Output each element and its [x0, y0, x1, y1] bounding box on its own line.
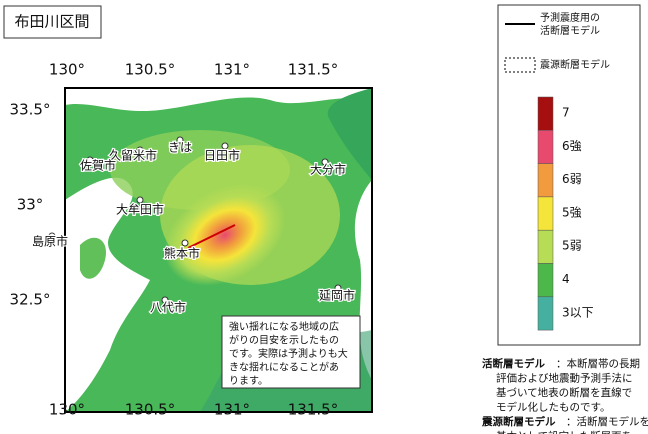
city-dot — [136, 196, 144, 204]
city-dot — [48, 232, 56, 240]
note-text: ：本断層帯の長期 — [556, 357, 640, 370]
city-dot — [181, 239, 189, 247]
note-line: です。実際は予測よりも大 — [229, 347, 348, 360]
city-label: 八代市 — [150, 300, 186, 315]
intensity-swatch — [537, 130, 554, 164]
city-label: 大分市 — [310, 162, 346, 177]
city-label: 熊本市 — [164, 246, 200, 261]
note-text: 基づいて地表の断層を直線で — [496, 386, 632, 399]
intensity-swatch — [537, 163, 554, 198]
intensity-swatch — [537, 96, 554, 131]
note-box — [221, 315, 361, 389]
city-dot — [161, 296, 169, 304]
intensity-swatch — [537, 296, 554, 331]
intensity-label: 7 — [562, 106, 570, 120]
intensity-label: 3以下 — [562, 305, 594, 319]
legend-source: 震源断層モデル — [540, 58, 610, 71]
intensity-swatch — [537, 229, 554, 264]
city-dot — [321, 158, 329, 166]
city-dot — [334, 284, 342, 292]
lat-label: 33° — [17, 196, 44, 214]
city-label: 大牟田市 — [116, 202, 164, 217]
lat-label: 32.5° — [10, 291, 51, 309]
city-dot — [176, 136, 184, 144]
intensity-swatch — [537, 263, 554, 298]
lon-label: 131.5° — [288, 401, 338, 419]
intensity-label: 6弱 — [562, 172, 582, 186]
city-dot — [221, 142, 229, 150]
city-label: きは — [168, 141, 192, 155]
city-dot — [86, 156, 94, 164]
note-line: きな揺れになることがあ — [229, 361, 339, 374]
note-line: 強い揺れになる地域の広 — [229, 320, 339, 333]
note-term: 震源断層モデル — [481, 415, 556, 428]
intensity-label: 4 — [562, 272, 570, 286]
note-text: 評価および地震動予測手法に — [496, 372, 633, 385]
city-label: 久留米市 — [109, 148, 157, 163]
note-line: がりの目安を示したもの — [229, 334, 339, 347]
lon-label: 131° — [214, 401, 250, 419]
lon-label: 130.5° — [125, 401, 175, 419]
note-text: モデル化したものです。 — [496, 401, 610, 414]
title: 布田川区間 — [14, 13, 89, 31]
lat-label: 33.5° — [10, 101, 51, 119]
lon-label: 130.5° — [125, 61, 175, 79]
note-text: 基本として設定した断層面を — [496, 430, 632, 434]
city-label: 佐賀市 — [80, 158, 116, 173]
lon-label: 130° — [49, 401, 85, 419]
lon-label: 131.5° — [288, 61, 338, 79]
lon-label: 130° — [49, 61, 85, 79]
intensity-label: 5弱 — [562, 239, 582, 253]
intensity-label: 6強 — [562, 139, 582, 153]
city-label: 島原市 — [32, 234, 68, 249]
city-label: 延岡市 — [319, 288, 355, 303]
intensity-label: 5強 — [562, 205, 582, 219]
legend-fault: 予測震度用の — [540, 11, 600, 24]
intensity-swatch — [537, 196, 554, 231]
note-term: 活断層モデル — [482, 357, 545, 370]
map — [65, 88, 372, 412]
legend-box — [497, 4, 641, 346]
city-label: 日田市 — [204, 148, 240, 163]
note-text: ：活断層モデルを — [566, 415, 648, 428]
legend-fault: 活断層モデル — [540, 24, 600, 37]
note-line: ります。 — [229, 375, 268, 387]
city-dot — [136, 146, 144, 154]
title-box — [3, 5, 102, 39]
lon-label: 131° — [214, 61, 250, 79]
